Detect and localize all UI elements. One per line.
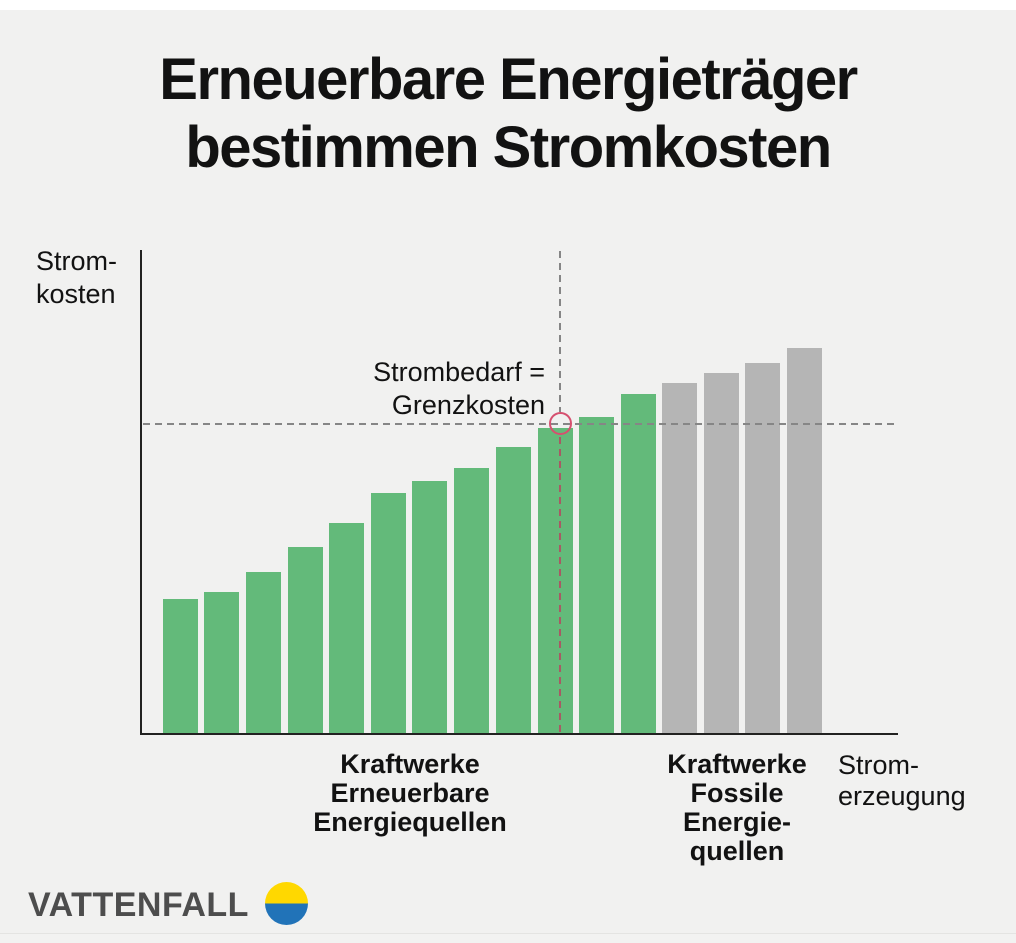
fossil-group-label-line3: Energie- <box>682 807 792 837</box>
x-axis-line <box>140 733 898 735</box>
marginal-cost-dashed-line <box>143 423 898 425</box>
renewable-group-label-line1: Kraftwerke <box>340 749 480 779</box>
fossil-group-label-line4: quellen <box>689 836 785 866</box>
page-title-line2: bestimmen Stromkosten <box>185 115 832 180</box>
bar-renewable-8 <box>454 468 489 733</box>
bar-renewable-4 <box>288 547 323 733</box>
y-axis-label-line1: Strom- <box>36 246 117 276</box>
y-axis-line <box>140 250 142 735</box>
bar-renewable-11 <box>579 417 614 733</box>
fossil-group-label-line1: Kraftwerke <box>667 749 807 779</box>
bar-renewable-12 <box>621 394 656 733</box>
renewable-group-label: Kraftwerke Erneuerbare Energiequellen <box>250 750 570 837</box>
fossil-group-label-line2: Fossile <box>690 778 784 808</box>
y-axis-label: Strom- kosten <box>36 245 117 311</box>
x-axis-label: Strom- erzeugung <box>838 750 966 812</box>
bar-renewable-10 <box>538 428 573 733</box>
bar-renewable-3 <box>246 572 281 733</box>
bar-fossil-14 <box>704 373 739 733</box>
demand-dashed-line-over-bars <box>559 437 561 733</box>
bar-fossil-16 <box>787 348 822 733</box>
top-white-strip <box>0 0 1016 10</box>
vattenfall-logo-icon <box>265 881 309 925</box>
footer-brand: VATTENFALL <box>28 881 309 928</box>
bar-renewable-9 <box>496 447 531 733</box>
y-axis-label-line2: kosten <box>36 279 116 309</box>
bottom-divider <box>0 933 1016 943</box>
x-axis-label-line2: erzeugung <box>838 781 966 811</box>
intersection-annotation: Strombedarf = Grenzkosten <box>295 356 545 422</box>
bar-fossil-13 <box>662 383 697 733</box>
annotation-line2: Grenzkosten <box>391 390 545 420</box>
x-axis-label-line1: Strom- <box>838 750 919 780</box>
fossil-group-label: Kraftwerke Fossile Energie- quellen <box>647 750 827 866</box>
renewable-group-label-line3: Energiequellen <box>313 807 507 837</box>
bar-renewable-2 <box>204 592 239 733</box>
bar-fossil-15 <box>745 363 780 733</box>
annotation-line1: Strombedarf = <box>373 357 545 387</box>
intersection-marker-circle <box>549 412 572 435</box>
bar-renewable-5 <box>329 523 364 733</box>
renewable-group-label-line2: Erneuerbare <box>330 778 490 808</box>
bar-renewable-1 <box>163 599 198 733</box>
vattenfall-wordmark: VATTENFALL <box>28 886 249 924</box>
page-title: Erneuerbare Energieträger bestimmen Stro… <box>0 46 1016 182</box>
page-title-line1: Erneuerbare Energieträger <box>159 47 858 112</box>
demand-dashed-line-upper <box>559 251 561 412</box>
bar-renewable-7 <box>412 481 447 733</box>
bar-renewable-6 <box>371 493 406 733</box>
